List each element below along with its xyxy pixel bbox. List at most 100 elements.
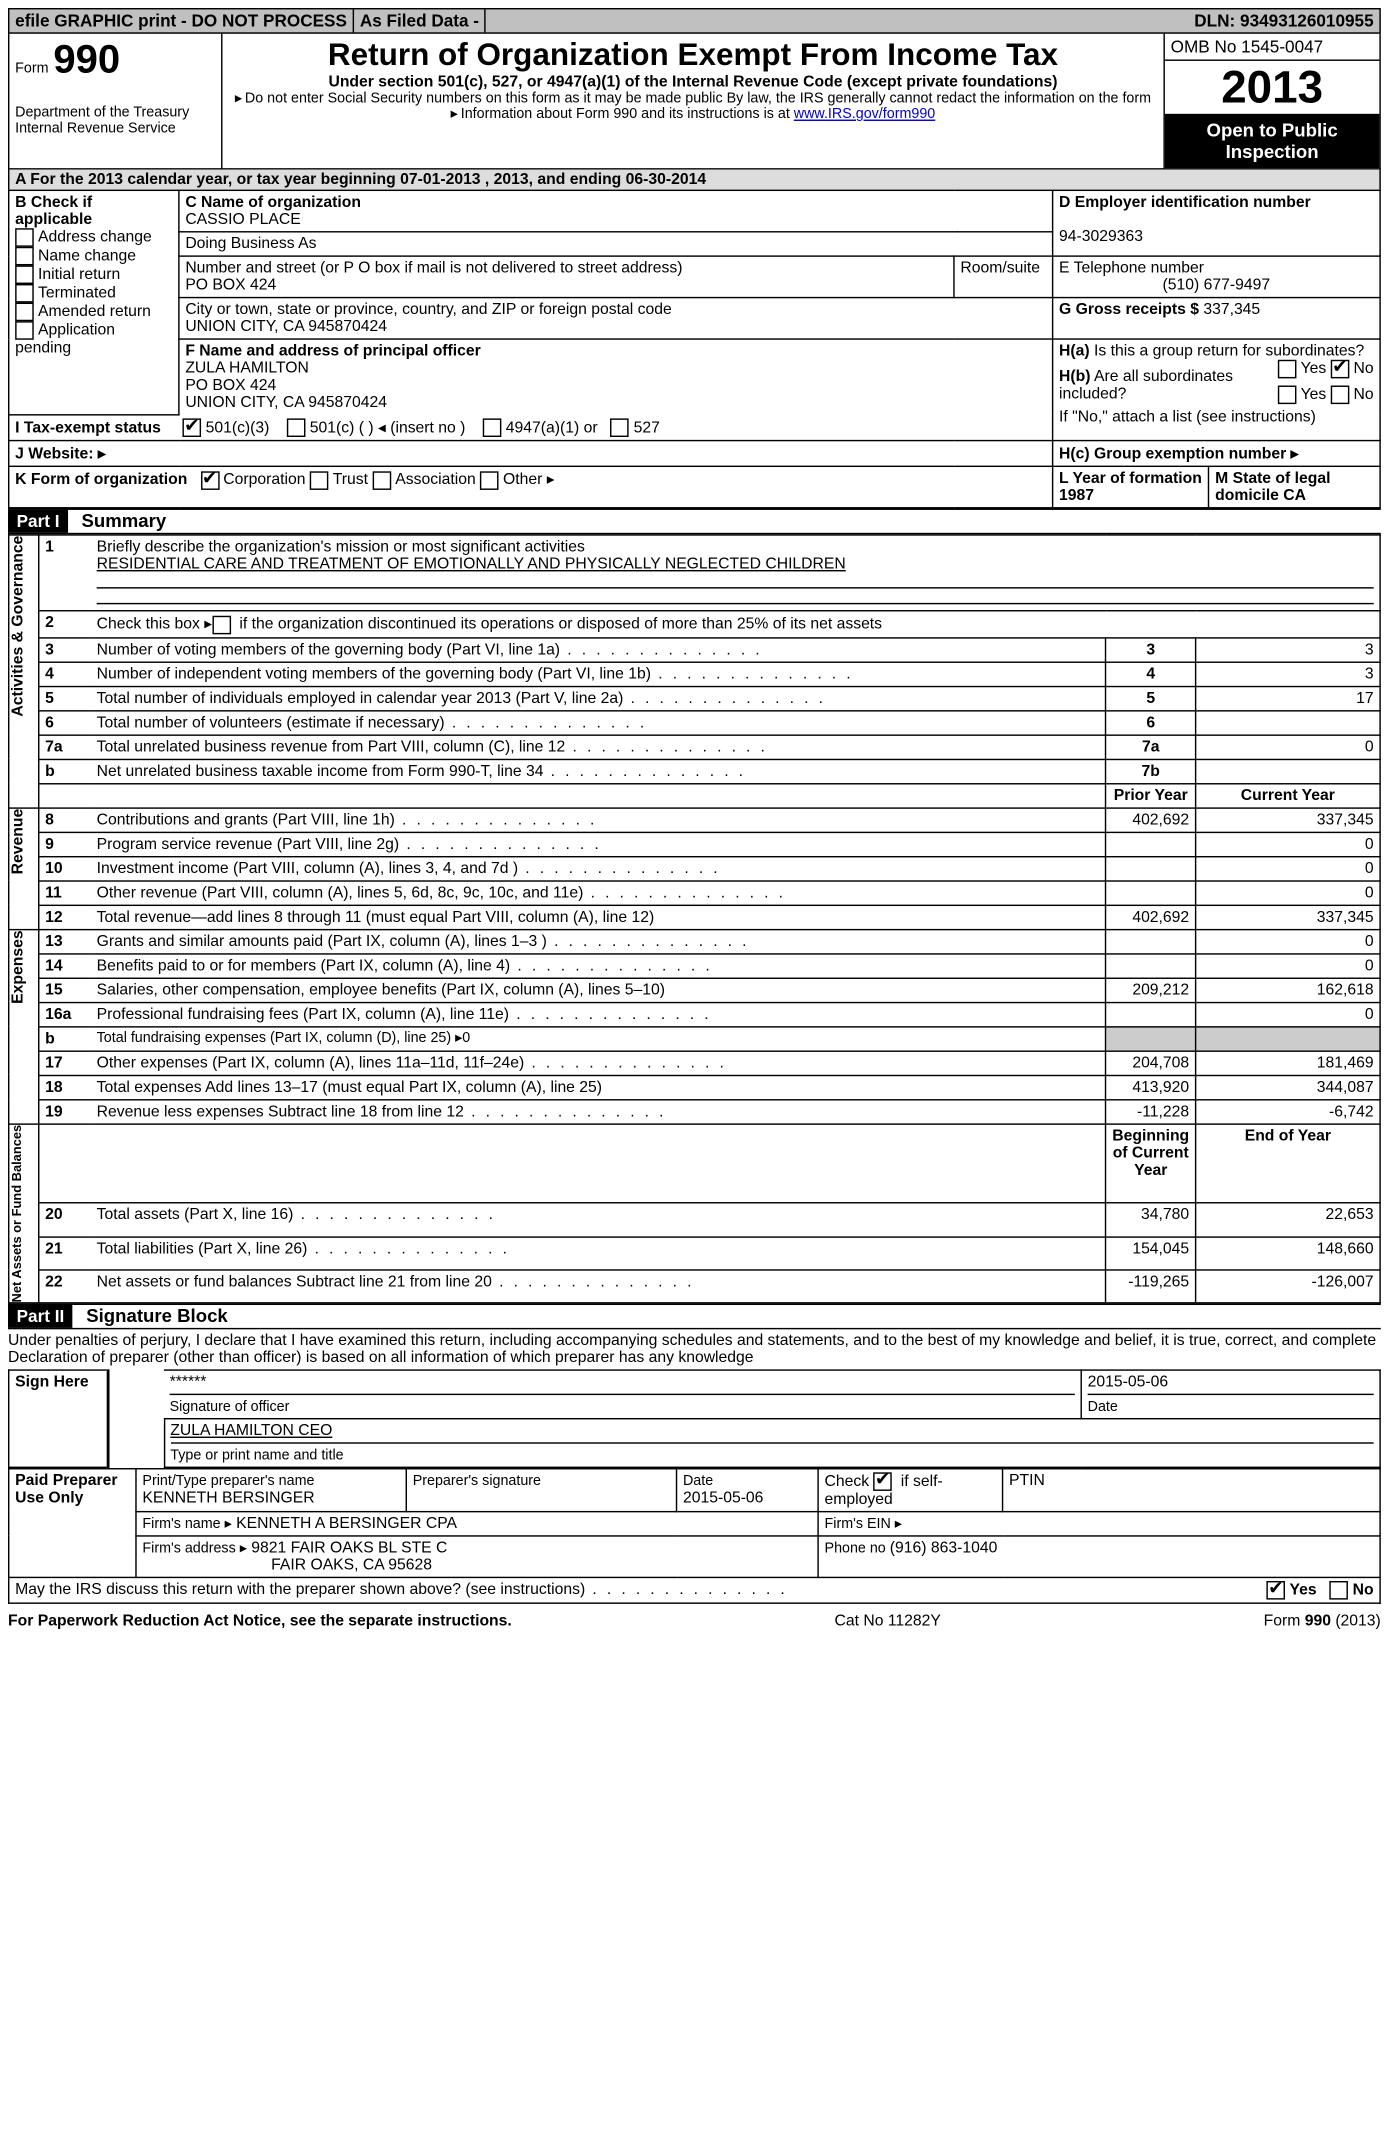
city: UNION CITY, CA 945870424 <box>185 318 387 335</box>
hdr-end: End of Year <box>1196 1124 1380 1204</box>
box-g-label: G Gross receipts $ <box>1059 301 1199 318</box>
chk-501c3[interactable] <box>183 419 202 438</box>
discuss-yes[interactable] <box>1267 1581 1286 1600</box>
dba-label: Doing Business As <box>185 235 316 252</box>
declaration: Under penalties of perjury, I declare th… <box>8 1329 1381 1369</box>
chk-corp[interactable] <box>200 471 219 490</box>
ha-label: H(a) Is this a group return for subordin… <box>1059 343 1374 360</box>
form-number: 990 <box>53 37 120 81</box>
firm-name: KENNETH A BERSINGER CPA <box>236 1515 457 1532</box>
form-header: Form 990 Department of the Treasury Inte… <box>8 34 1381 170</box>
irs-link[interactable]: www.IRS.gov/form990 <box>794 107 935 123</box>
hdr-beg: Beginning of Current Year <box>1106 1124 1196 1204</box>
lbl-address-change: Address change <box>38 229 152 246</box>
chk-other[interactable] <box>480 471 499 490</box>
ep15: 209,212 <box>1106 978 1196 1002</box>
chk-address-change[interactable] <box>15 228 34 247</box>
ec13: 0 <box>1196 929 1380 953</box>
footer: For Paperwork Reduction Act Notice, see … <box>8 1604 1381 1630</box>
footer-left: For Paperwork Reduction Act Notice, see … <box>8 1612 512 1629</box>
lbl-501c: 501(c) ( ) ◂ (insert no ) <box>310 419 466 436</box>
lbl-terminated: Terminated <box>38 285 116 302</box>
rt9: Program service revenue (Part VIII, line… <box>97 836 602 853</box>
nn21: 21 <box>39 1237 91 1270</box>
firm-phone: (916) 863-1040 <box>890 1539 998 1556</box>
b5: 5 <box>1106 686 1196 710</box>
chk-initial-return[interactable] <box>15 265 34 284</box>
nt20: Total assets (Part X, line 16) <box>97 1207 496 1224</box>
rn9: 9 <box>39 832 91 856</box>
rc10: 0 <box>1196 856 1380 880</box>
sig-date2: 2015-05-06 <box>683 1489 763 1506</box>
ha-no-label: No <box>1354 360 1374 377</box>
rn8: 8 <box>39 808 91 832</box>
ep16b <box>1106 1026 1196 1050</box>
en13: 13 <box>39 929 91 953</box>
line-i-label: I Tax-exempt status <box>15 419 161 436</box>
chk-assoc[interactable] <box>372 471 391 490</box>
form-title: Return of Organization Exempt From Incom… <box>228 37 1158 74</box>
rp11 <box>1106 881 1196 905</box>
city-label: City or town, state or province, country… <box>185 301 671 318</box>
part2-header: Part II Signature Block <box>8 1303 1381 1329</box>
chk-name-change[interactable] <box>15 247 34 266</box>
ec17: 181,469 <box>1196 1051 1380 1075</box>
discuss-yes-label: Yes <box>1290 1581 1317 1598</box>
chk-amended[interactable] <box>15 303 34 322</box>
chk-discontinued[interactable] <box>212 615 231 634</box>
et15: Salaries, other compensation, employee b… <box>97 981 665 998</box>
np22: -119,265 <box>1106 1270 1196 1303</box>
officer-addr1: PO BOX 424 <box>185 377 276 394</box>
lbl-assoc: Association <box>395 471 475 488</box>
n4: 4 <box>39 662 91 686</box>
part2-bar: Part II <box>8 1305 73 1328</box>
ec19: -6,742 <box>1196 1099 1380 1123</box>
l1-label: Briefly describe the organization's miss… <box>97 539 585 556</box>
dln-value: 93493126010955 <box>1240 11 1374 31</box>
rt10: Investment income (Part VIII, column (A)… <box>97 860 721 877</box>
side-rev: Revenue <box>9 808 26 874</box>
discuss-text: May the IRS discuss this return with the… <box>15 1581 788 1600</box>
rn10: 10 <box>39 856 91 880</box>
nt21: Total liabilities (Part X, line 26) <box>97 1240 510 1257</box>
chk-527[interactable] <box>611 419 630 438</box>
rc9: 0 <box>1196 832 1380 856</box>
chk-4947[interactable] <box>483 419 502 438</box>
discuss-no[interactable] <box>1330 1581 1349 1600</box>
chk-self-emp[interactable] <box>874 1472 893 1491</box>
et16a: Professional fundraising fees (Part IX, … <box>97 1006 712 1023</box>
rp8: 402,692 <box>1106 808 1196 832</box>
et19: Revenue less expenses Subtract line 18 f… <box>97 1103 667 1120</box>
box-e-label: E Telephone number <box>1059 260 1204 277</box>
ha-yes[interactable] <box>1278 360 1297 379</box>
firm-addr2: FAIR OAKS, CA 95628 <box>271 1557 432 1574</box>
chk-501c[interactable] <box>287 419 306 438</box>
t7a: Total unrelated business revenue from Pa… <box>97 738 768 755</box>
chk-pending[interactable] <box>15 321 34 340</box>
ec18: 344,087 <box>1196 1075 1380 1099</box>
hb-no[interactable] <box>1331 386 1350 405</box>
line-l: L Year of formation 1987 <box>1059 470 1202 504</box>
hdr-prior: Prior Year <box>1106 783 1196 807</box>
hb-yes[interactable] <box>1278 386 1297 405</box>
chk-terminated[interactable] <box>15 284 34 303</box>
ep17: 204,708 <box>1106 1051 1196 1075</box>
n5: 5 <box>39 686 91 710</box>
nn20: 20 <box>39 1203 91 1236</box>
box-c-label: C Name of organization <box>185 194 361 211</box>
chk-self: Check if self-employed <box>818 1469 1002 1512</box>
dln-label: DLN: <box>1194 11 1235 31</box>
np21: 154,045 <box>1106 1237 1196 1270</box>
paid-preparer: Paid Preparer Use Only <box>9 1469 136 1578</box>
nc21: 148,660 <box>1196 1237 1380 1270</box>
l1-val: RESIDENTIAL CARE AND TREATMENT OF EMOTIO… <box>97 556 846 573</box>
b6: 6 <box>1106 710 1196 734</box>
ep19: -11,228 <box>1106 1099 1196 1123</box>
side-exp: Expenses <box>9 930 26 1003</box>
box-b-title: B Check if applicable <box>15 194 172 228</box>
nt22: Net assets or fund balances Subtract lin… <box>97 1273 695 1290</box>
n7b: b <box>39 759 91 783</box>
ha-no[interactable] <box>1331 360 1350 379</box>
tax-year: 2013 <box>1165 61 1380 114</box>
chk-trust[interactable] <box>310 471 329 490</box>
